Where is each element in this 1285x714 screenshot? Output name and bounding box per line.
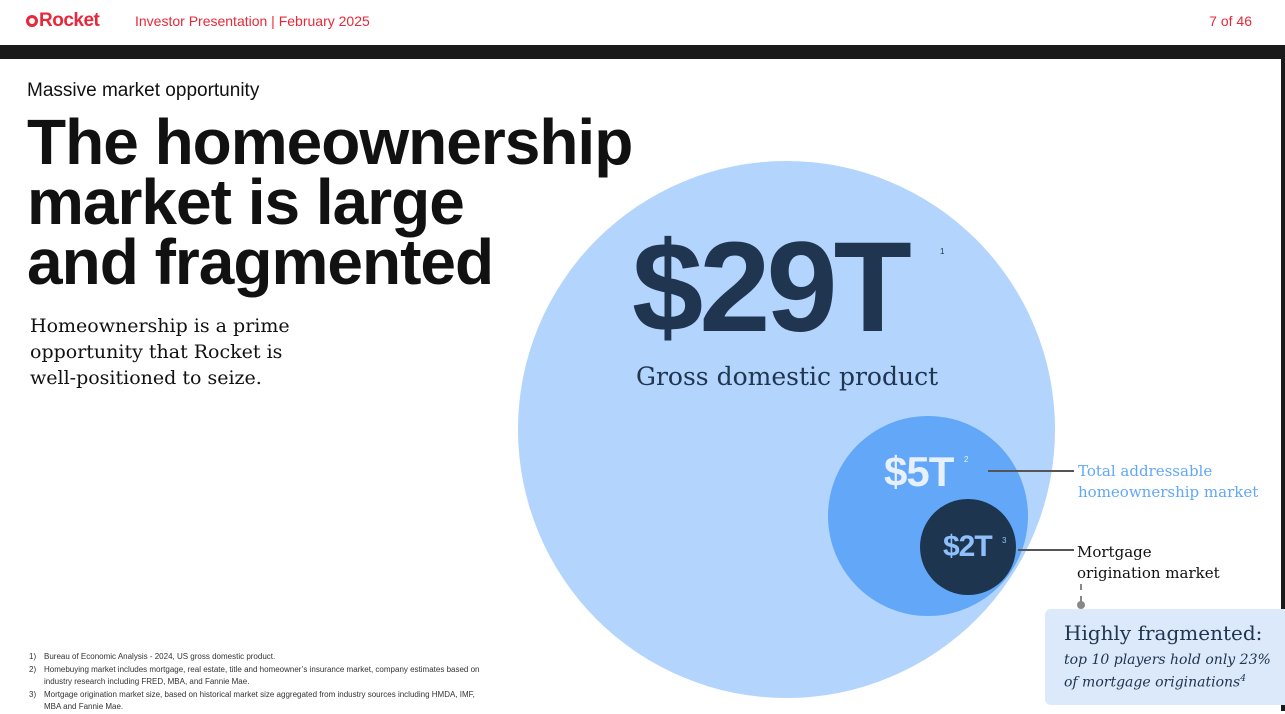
callout-connector xyxy=(1080,584,1082,602)
footnote-item: 3) Mortgage origination market size, bas… xyxy=(29,689,489,714)
footnote-item: 2) Homebuying market includes mortgage, … xyxy=(29,664,489,689)
headline-line-3: and fragmented xyxy=(27,226,494,298)
presentation-title: Investor Presentation | February 2025 xyxy=(135,13,370,29)
footnotes: 1) Bureau of Economic Analysis - 2024, U… xyxy=(29,651,489,714)
mortgage-leader-line xyxy=(1018,549,1074,551)
tam-label-line-2: homeownership market xyxy=(1078,483,1259,501)
mortgage-circle xyxy=(920,499,1016,595)
mortgage-label: Mortgage origination market xyxy=(1077,542,1220,584)
rocket-logo[interactable]: Rocket xyxy=(26,10,100,32)
callout-title: Highly fragmented: xyxy=(1064,621,1263,645)
gdp-footnote-ref: 1 xyxy=(940,247,945,256)
top-bar: Rocket Investor Presentation | February … xyxy=(0,0,1285,45)
page-number: 7 of 46 xyxy=(1209,13,1252,29)
footnote-number: 3) xyxy=(29,689,37,699)
slide-subcopy: Homeownership is a prime opportunity tha… xyxy=(30,315,290,389)
mortgage-label-line-1: Mortgage xyxy=(1077,543,1152,561)
gdp-value: $29T xyxy=(632,216,912,359)
mortgage-label-line-2: origination market xyxy=(1077,564,1220,582)
logo-text: Rocket xyxy=(39,10,100,31)
footnote-text: Mortgage origination market size, based … xyxy=(44,689,475,712)
headline-line-2: market is large xyxy=(27,166,465,238)
headline-line-1: The homeownership xyxy=(27,106,633,178)
footnote-item: 1) Bureau of Economic Analysis - 2024, U… xyxy=(29,651,489,664)
gdp-label: Gross domestic product xyxy=(636,362,939,391)
footnote-text: Bureau of Economic Analysis - 2024, US g… xyxy=(44,652,276,661)
scrollbar-edge xyxy=(1281,45,1285,711)
tam-value: $5T xyxy=(884,448,954,495)
callout-footnote-ref: 4 xyxy=(1240,674,1246,684)
footnote-number: 2) xyxy=(29,664,37,674)
mortgage-value: $2T xyxy=(943,530,993,563)
callout-dot xyxy=(1077,601,1085,609)
callout-body-text: top 10 players hold only 23% of mortgage… xyxy=(1064,652,1271,691)
header-divider xyxy=(0,45,1285,59)
tam-label: Total addressable homeownership market xyxy=(1078,461,1258,503)
slide-headline: The homeownership market is large and fr… xyxy=(27,106,633,298)
footnote-number: 1) xyxy=(29,652,37,661)
tam-footnote-ref: 2 xyxy=(964,455,969,464)
footnote-text: Homebuying market includes mortgage, rea… xyxy=(44,664,480,687)
tam-leader-line xyxy=(988,470,1074,472)
rocket-logo-icon xyxy=(26,15,38,27)
tam-label-line-1: Total addressable xyxy=(1078,462,1213,480)
section-eyebrow: Massive market opportunity xyxy=(27,80,260,101)
callout-body: top 10 players hold only 23% of mortgage… xyxy=(1064,651,1279,693)
mortgage-footnote-ref: 3 xyxy=(1002,536,1007,545)
fragmentation-callout: Highly fragmented: top 10 players hold o… xyxy=(1045,609,1285,705)
